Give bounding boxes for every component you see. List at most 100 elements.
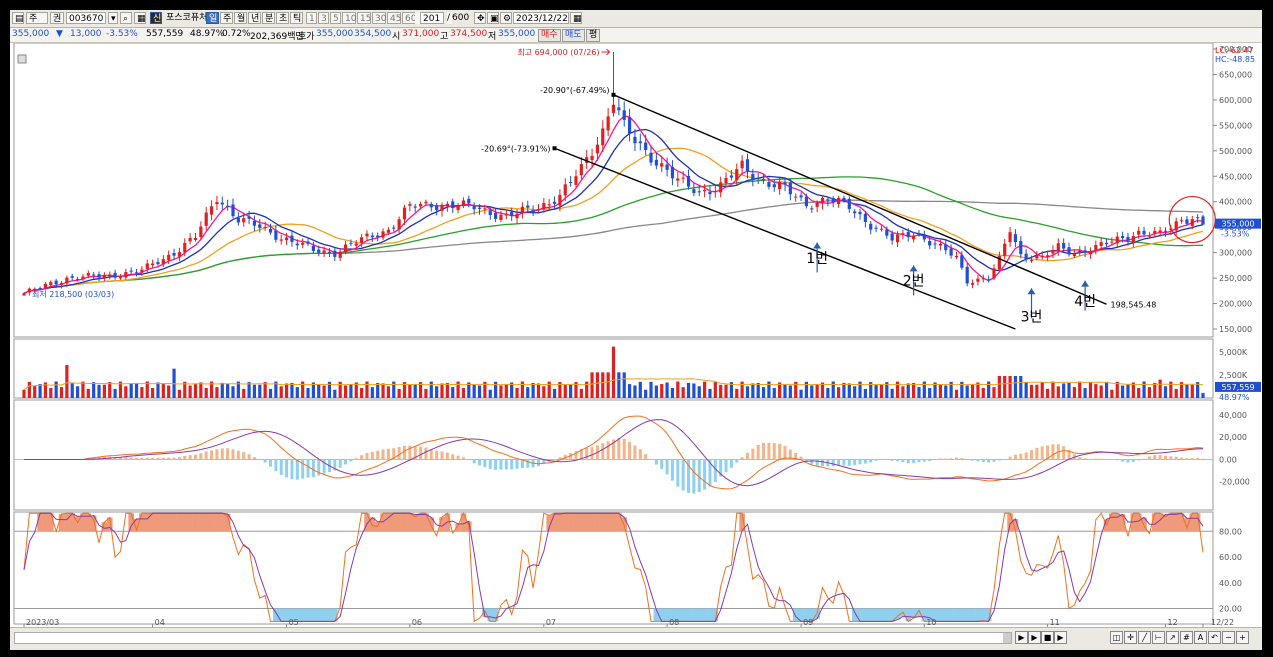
zoom-in-icon[interactable]: + (1236, 631, 1249, 644)
move-icon[interactable]: ✥ (474, 12, 486, 24)
candle-body (1099, 242, 1103, 246)
code-input[interactable]: 003670 (66, 12, 106, 24)
interval-5[interactable]: 5 (330, 12, 341, 24)
macd-hist-bar (617, 438, 621, 460)
zoom-fit-icon[interactable]: ◫ (1110, 631, 1123, 644)
x-tick-label: 10 (926, 618, 936, 627)
stop-icon[interactable]: ■ (1041, 631, 1054, 644)
scroll-right-icon[interactable]: ▶ (1015, 631, 1028, 644)
type-select[interactable]: 권 (50, 12, 64, 24)
candle-body (75, 279, 80, 281)
macd-hist-bar (419, 446, 423, 460)
period-second[interactable]: 초 (276, 12, 289, 24)
period-week[interactable]: 주 (220, 12, 233, 24)
macd-hist-bar (247, 454, 251, 460)
window-menu-icon[interactable]: ▤ (12, 12, 24, 24)
candle-body (360, 237, 364, 243)
stoch-overbought-fill (1007, 513, 1013, 532)
interval-45[interactable]: 45 (387, 12, 401, 24)
volume: 557,559 (146, 29, 184, 39)
candle-body (183, 242, 187, 253)
eval-button[interactable]: 평 (586, 29, 601, 42)
mark-label-4: 4번 (1074, 294, 1096, 310)
candle-body (113, 272, 117, 278)
macd-hist-bar (252, 457, 256, 460)
stoch-overbought-fill (128, 513, 134, 532)
interval-30[interactable]: 30 (372, 12, 386, 24)
volume-bar (590, 372, 594, 398)
sell-button[interactable]: 매도 (562, 29, 585, 42)
crosshair-icon[interactable]: ✛ (1124, 631, 1137, 644)
volume-bar (33, 385, 37, 398)
volume-bar (536, 383, 541, 398)
macd-hist-bar (322, 459, 326, 474)
period-year[interactable]: 년 (248, 12, 261, 24)
period-tick[interactable]: 틱 (290, 12, 303, 24)
candle-body (938, 243, 943, 246)
ruler-icon[interactable]: ⊢ (1152, 631, 1165, 644)
candle-body (429, 203, 433, 208)
candle-body (756, 177, 760, 179)
buy-button[interactable]: 매수 (538, 29, 561, 42)
macd-tick-label: 40,000 (1219, 411, 1247, 420)
candle-body (783, 182, 787, 185)
stoch-overbought-fill (605, 513, 611, 532)
total-count: 600 (452, 13, 470, 23)
date-input[interactable]: 2023/12/22 (513, 12, 569, 24)
candle-body (960, 255, 964, 268)
ma10-line (23, 128, 1204, 294)
interval-3[interactable]: 3 (318, 12, 329, 24)
date-picker-icon[interactable]: ▦ (570, 12, 582, 24)
volume-bar (129, 383, 133, 398)
period-month[interactable]: 월 (234, 12, 247, 24)
line-tool-icon[interactable]: ╱ (1138, 631, 1151, 644)
interval-15[interactable]: 15 (357, 12, 371, 24)
candle-body (922, 234, 926, 240)
macd-hist-bar (1196, 457, 1200, 460)
chart-canvas[interactable]: 150,000200,000250,000300,000350,000400,0… (10, 43, 1262, 627)
volume-bar (617, 372, 621, 398)
volume-bar (992, 387, 996, 398)
arrow-tool-icon[interactable]: ↗ (1166, 631, 1179, 644)
interval-10[interactable]: 10 (342, 12, 356, 24)
volume-bar (215, 387, 219, 398)
macd-hist-bar (917, 459, 921, 463)
period-day[interactable]: 일 (206, 12, 219, 24)
play-icon[interactable]: ▶ (1028, 631, 1041, 644)
candle-body (54, 280, 58, 285)
code-dropdown-icon[interactable]: ▾ (108, 12, 118, 24)
macd-hist-bar (901, 459, 905, 463)
next-icon[interactable]: ▶ (1054, 631, 1067, 644)
price-tick-label: 150,000 (1219, 325, 1252, 334)
period-minute[interactable]: 분 (262, 12, 275, 24)
price-tick-label: 250,000 (1219, 274, 1252, 283)
volume-bar (408, 384, 412, 398)
macd-hist-bar (847, 459, 851, 466)
grid-icon[interactable]: # (1180, 631, 1193, 644)
zoom-out-icon[interactable]: − (1222, 631, 1235, 644)
macd-hist-bar (215, 449, 219, 460)
volume-bar (81, 381, 85, 398)
count-input[interactable]: 201 (420, 12, 444, 24)
save-icon[interactable]: ▣ (487, 12, 499, 24)
market-select[interactable]: 주 (26, 12, 48, 24)
interval-60[interactable]: 60 (402, 12, 416, 24)
text-tool-icon[interactable]: A (1194, 631, 1207, 644)
chart-scrollbar[interactable] (14, 632, 1012, 644)
volume-bar (102, 384, 106, 398)
volume-bar (788, 385, 792, 398)
interval-1[interactable]: 1 (306, 12, 317, 24)
stoch-overbought-fill (594, 513, 601, 532)
volume-bar (912, 382, 916, 398)
stoch-oversold-fill (680, 608, 686, 622)
undo-icon[interactable]: ↶ (1208, 631, 1221, 644)
pane-toggle-icon (17, 54, 27, 64)
gear-icon[interactable]: ⚙ (500, 12, 512, 24)
candle-body (424, 201, 428, 204)
macd-hist-bar (402, 445, 406, 460)
macd-hist-bar (1099, 458, 1103, 460)
candle-body (279, 239, 283, 241)
mark-arrow-icon (813, 242, 822, 249)
search-icon[interactable]: ⌕ (120, 12, 132, 24)
calendar-icon[interactable]: ▦ (134, 12, 146, 24)
